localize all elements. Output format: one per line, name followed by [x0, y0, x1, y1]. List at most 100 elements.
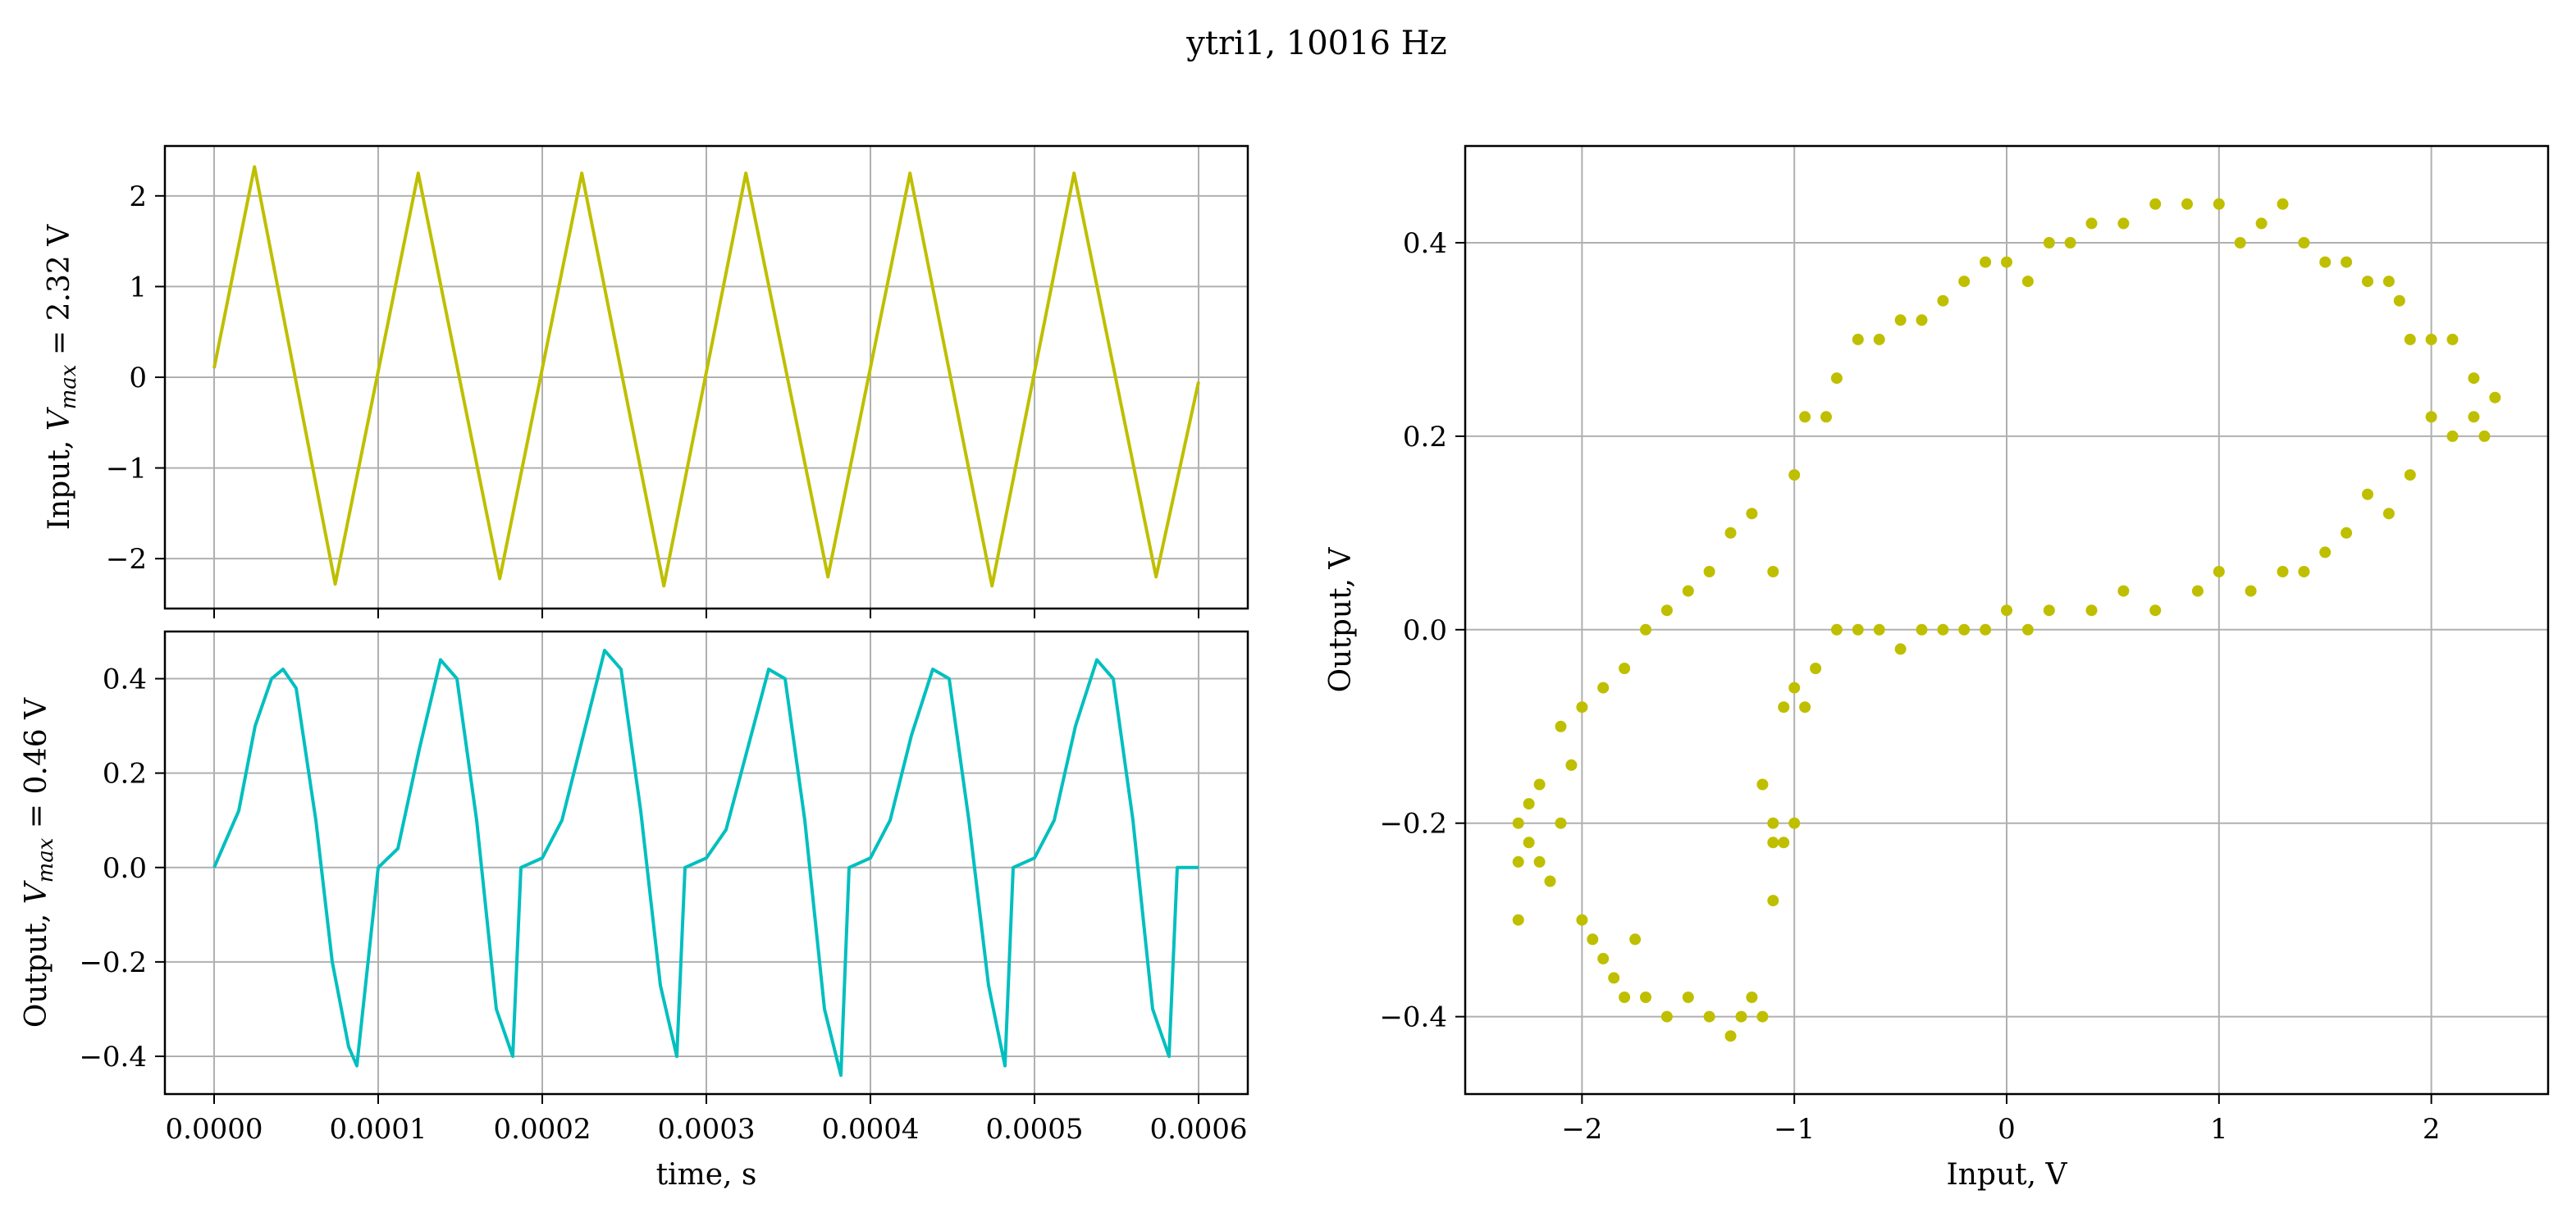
- scatter-point: [2149, 198, 2162, 210]
- scatter-point: [2382, 508, 2395, 520]
- scatter-point: [2446, 333, 2459, 345]
- scatter-point: [2468, 411, 2480, 423]
- scatter-point: [2085, 604, 2098, 617]
- scatter-point: [2117, 585, 2130, 597]
- scatter-point: [2446, 430, 2459, 442]
- scatter-point: [2064, 237, 2076, 249]
- scatter-point: [2277, 566, 2289, 577]
- scatter-point: [1724, 1030, 1737, 1042]
- scatter-point: [1629, 933, 1642, 946]
- scatter-point: [2341, 256, 2353, 268]
- scatter-point: [1682, 585, 1694, 597]
- scatter-point: [1894, 643, 1907, 655]
- scatter-point: [1799, 701, 1811, 714]
- scatter-point: [1810, 663, 1822, 674]
- scatter-point: [2213, 198, 2225, 210]
- output-time-xlabel: time, s: [656, 1158, 757, 1192]
- scatter-point: [2298, 566, 2310, 577]
- scatter-point: [2382, 276, 2395, 288]
- y-tick-label: 0.0: [1403, 614, 1447, 647]
- y-tick-label: −0.2: [1379, 808, 1447, 841]
- scatter-point: [1682, 992, 1694, 1003]
- scatter-point: [1533, 778, 1546, 791]
- scatter-point: [2117, 217, 2130, 230]
- scatter-point: [2255, 217, 2268, 230]
- scatter-point: [1523, 837, 1535, 849]
- scatter-point: [1703, 566, 1715, 577]
- scatter-point: [1958, 276, 1971, 288]
- scatter-point: [1756, 778, 1769, 791]
- transfer-ylabel: Output, V: [1324, 547, 1358, 693]
- scatter-point: [2234, 237, 2246, 249]
- scatter-point: [1619, 992, 1631, 1003]
- scatter-point: [1608, 972, 1620, 984]
- scatter-point: [2043, 237, 2055, 249]
- scatter-point: [1820, 411, 1832, 423]
- y-tick-label: −1: [106, 453, 147, 486]
- transfer-grid: [1465, 146, 2548, 1094]
- x-tick-label: 0.0003: [658, 1113, 756, 1146]
- scatter-point: [1937, 294, 1949, 307]
- scatter-point: [1597, 682, 1610, 694]
- scatter-point: [1565, 759, 1578, 771]
- scatter-point: [1512, 817, 1524, 829]
- scatter-point: [1512, 855, 1524, 868]
- scatter-point: [1587, 933, 1599, 946]
- scatter-point: [2393, 294, 2405, 307]
- scatter-point: [1852, 623, 1864, 636]
- scatter-point: [2043, 604, 2055, 617]
- scatter-point: [1735, 1010, 1747, 1023]
- scatter-point: [2319, 546, 2332, 559]
- x-tick-label: 2: [2423, 1113, 2441, 1146]
- scatter-point: [1597, 952, 1610, 964]
- scatter-point: [1544, 875, 1556, 887]
- input-time-ticks: 2 1 0 −1 −2: [106, 180, 1199, 618]
- x-tick-label: −1: [1774, 1113, 1815, 1146]
- scatter-point: [1799, 411, 1811, 423]
- x-tick-label: 0.0004: [822, 1113, 920, 1146]
- output-time-series-line: [212, 649, 1199, 1077]
- x-tick-label: 0.0001: [330, 1113, 427, 1146]
- output-time-panel: 0.0000 0.0001 0.0002 0.0003 0.0004 0.0005 0.00…: [20, 630, 1249, 1192]
- scatter-point: [1660, 1010, 1673, 1023]
- figure-title: ytri1, 10016 Hz: [1185, 25, 1446, 62]
- scatter-point: [2425, 411, 2437, 423]
- scatter-point: [1916, 314, 1928, 326]
- scatter-point: [1555, 720, 1567, 732]
- transfer-ticks: −2 −1 0 1 2 0.4 0.2 0.0 −0.2 −0.4: [1379, 227, 2440, 1146]
- x-tick-label: 0.0002: [494, 1113, 591, 1146]
- input-time-panel: 2 1 0 −1 −2 Input, Vmax = 2.32 V: [43, 144, 1249, 618]
- scatter-point: [1576, 701, 1588, 714]
- transfer-panel: −2 −1 0 1 2 0.4 0.2 0.0 −0.2 −0.4 Output, V Input…: [1324, 144, 2550, 1192]
- y-tick-label: 0: [129, 362, 147, 394]
- y-tick-label: 0.2: [1403, 421, 1447, 454]
- scatter-point: [2213, 566, 2225, 577]
- scatter-point: [2001, 256, 2012, 268]
- scatter-point: [1555, 817, 1567, 829]
- y-tick-label: −0.4: [79, 1041, 147, 1074]
- x-tick-label: 0.0000: [166, 1113, 263, 1146]
- scatter-point: [2404, 333, 2416, 345]
- y-tick-label: 0.0: [103, 852, 147, 885]
- scatter-point: [1830, 623, 1843, 636]
- y-tick-label: 2: [129, 180, 147, 213]
- scatter-point: [2319, 256, 2332, 268]
- scatter-point: [1937, 623, 1949, 636]
- scatter-point: [2425, 333, 2437, 345]
- scatter-point: [1980, 623, 1992, 636]
- y-tick-label: −0.4: [1379, 1001, 1447, 1034]
- scatter-point: [1746, 508, 1758, 520]
- output-time-ylabel: Output, Vmax = 0.46 V: [20, 697, 58, 1028]
- scatter-point: [2001, 604, 2012, 617]
- input-time-series-line: [212, 165, 1200, 588]
- scatter-point: [2085, 217, 2098, 230]
- scatter-point: [2021, 276, 2034, 288]
- transfer-points: [1512, 198, 2501, 1042]
- scatter-point: [1894, 314, 1907, 326]
- scatter-point: [2191, 585, 2204, 597]
- x-tick-label: −2: [1561, 1113, 1602, 1146]
- scatter-point: [2277, 198, 2289, 210]
- scatter-point: [1533, 855, 1546, 868]
- scatter-point: [1852, 333, 1864, 345]
